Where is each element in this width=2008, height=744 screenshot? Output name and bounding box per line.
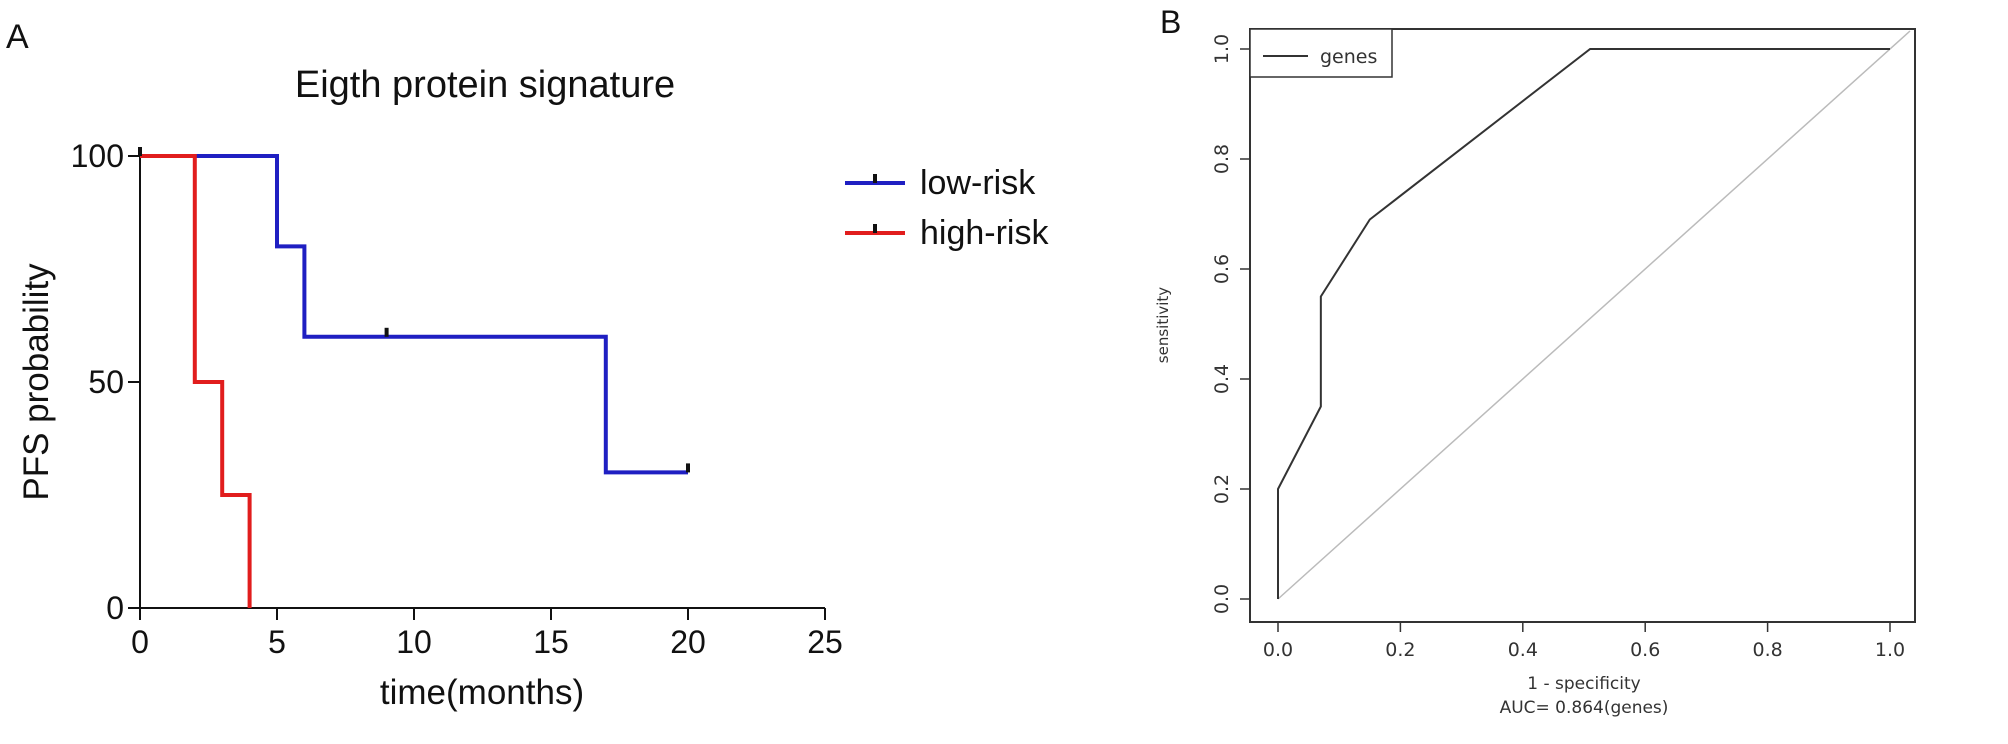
km-y-tick-label-100: 100	[71, 138, 124, 174]
km-legend-item-low-risk: low-risk	[845, 164, 1036, 202]
roc-x-label: 1 - specificity	[1527, 674, 1640, 694]
km-legend-label-high-risk: high-risk	[920, 214, 1049, 252]
roc-y-ticks: 0.0 0.2 0.4 0.6 0.8 1.0	[1211, 34, 1250, 614]
km-legend: low-risk high-risk	[845, 164, 1049, 252]
roc-y-tick-label-0.6: 0.6	[1211, 254, 1233, 284]
km-x-tick-label-5: 5	[268, 624, 286, 660]
roc-y-tick-label-0.2: 0.2	[1211, 474, 1233, 504]
roc-x-ticks: 0.0 0.2 0.4 0.6 0.8 1.0	[1263, 622, 1905, 661]
roc-x-tick-label-0.8: 0.8	[1752, 639, 1782, 661]
roc-auc-annotation: AUC= 0.864(genes)	[1500, 698, 1669, 718]
roc-legend-label-genes: genes	[1320, 46, 1377, 68]
roc-y-tick-label-0.8: 0.8	[1211, 144, 1233, 174]
roc-x-tick-label-0.4: 0.4	[1508, 639, 1538, 661]
roc-legend: genes	[1249, 28, 1393, 78]
roc-plot-frame	[1249, 28, 1916, 623]
km-x-tick-label-10: 10	[396, 624, 432, 660]
km-title: Eigth protein signature	[295, 64, 675, 106]
roc-legend-box	[1249, 28, 1393, 78]
roc-y-tick-label-0.0: 0.0	[1211, 584, 1233, 614]
roc-reference-diagonal	[1277, 30, 1911, 600]
roc-x-tick-label-0.2: 0.2	[1385, 639, 1415, 661]
roc-curve-genes	[1277, 48, 1890, 599]
km-panel-label: A	[6, 18, 29, 56]
km-x-tick-label-25: 25	[807, 624, 843, 660]
km-x-ticks: 0 5 10 15 20 25	[131, 608, 843, 660]
km-legend-item-high-risk: high-risk	[845, 214, 1049, 252]
km-axes	[139, 156, 825, 609]
roc-x-tick-label-1.0: 1.0	[1875, 639, 1905, 661]
km-curves	[138, 147, 690, 608]
roc-y-label: sensitivity	[1154, 287, 1172, 364]
km-x-tick-label-0: 0	[131, 624, 149, 660]
roc-y-tick-label-1.0: 1.0	[1211, 34, 1233, 64]
km-legend-label-low-risk: low-risk	[920, 164, 1036, 202]
km-y-tick-label-50: 50	[88, 364, 124, 400]
roc-y-tick-label-0.4: 0.4	[1211, 364, 1233, 394]
km-x-tick-label-20: 20	[670, 624, 706, 660]
km-x-tick-label-15: 15	[533, 624, 569, 660]
km-y-tick-label-0: 0	[106, 590, 124, 626]
km-x-label: time(months)	[380, 673, 584, 712]
roc-panel: B 0.0 0.2 0.4 0.6 0.8 1.0 0.00.20.40.60.81.0 …	[1154, 4, 1916, 718]
km-y-ticks: 0 50 100	[71, 138, 140, 626]
km-curve-low-risk	[140, 154, 688, 475]
roc-panel-label: B	[1160, 4, 1181, 40]
roc-x-tick-label-0.0: 0.0	[1263, 639, 1293, 661]
roc-x-tick-label-0.6: 0.6	[1630, 639, 1660, 661]
km-y-label: PFS probability	[17, 263, 56, 501]
roc-curves	[1277, 30, 1911, 600]
km-curve-high-risk	[140, 154, 252, 608]
km-panel: A Eigth protein signature 0 5 10 15 20 25 0 50…	[6, 18, 1049, 712]
